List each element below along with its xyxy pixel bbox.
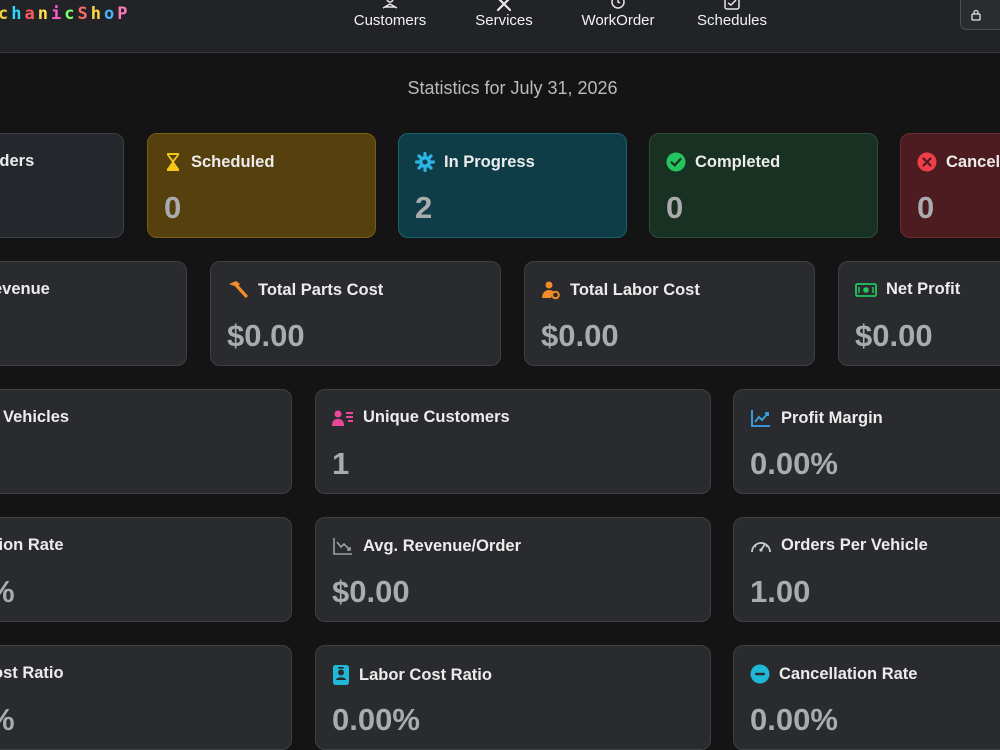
card-cancelled: Cancell 0 [900, 133, 1000, 238]
card-unique-customers: Unique Customers 1 [315, 389, 711, 494]
nav-label: WorkOrder [581, 12, 655, 29]
brand-letter: a [24, 4, 38, 24]
page-title: Statistics for July 31, 2026 [407, 78, 618, 98]
clock-icon [611, 0, 625, 9]
card-label: rders [0, 152, 35, 170]
brand-letter: c [64, 4, 78, 24]
nav-services[interactable]: Services [475, 0, 533, 53]
card-value: 0.00% [750, 702, 838, 737]
brand-letter: S [77, 4, 91, 24]
card-value: % [0, 574, 15, 610]
card-completion-rate: tion Rate % [0, 517, 292, 622]
dash-circle-icon [750, 664, 770, 684]
logout-button[interactable] [960, 0, 1000, 30]
card-label: Net Profit [886, 280, 961, 298]
card-cancellation-rate: Cancellation Rate 0.00% [733, 645, 1000, 750]
card-revenue: evenue [0, 261, 187, 366]
card-label: Vehicles [3, 408, 70, 426]
brand-letter: h [11, 4, 25, 24]
card-value: 1 [332, 446, 350, 481]
card-value: 0 [666, 190, 684, 225]
card-value: % [0, 702, 15, 738]
card-profit-margin: Profit Margin 0.00% [733, 389, 1000, 494]
card-label: ost Ratio [0, 664, 64, 682]
card-label: Scheduled [191, 152, 275, 171]
nav-label: Customers [353, 12, 427, 29]
brand-logo[interactable]: chanicShoP [0, 4, 131, 24]
card-value: 0 [917, 190, 935, 225]
card-label: Unique Customers [363, 408, 510, 426]
card-value: $0.00 [855, 318, 933, 353]
hammer-icon [229, 281, 248, 298]
navbar: chanicShoP Customers Services WorkOrder … [0, 0, 1000, 53]
hourglass-icon [167, 153, 179, 171]
card-total-parts-cost: Total Parts Cost $0.00 [210, 261, 501, 366]
card-label: Total Labor Cost [570, 280, 700, 299]
nav-label: Services [475, 12, 533, 29]
card-label: Orders Per Vehicle [781, 536, 928, 554]
trend-up-icon [751, 410, 770, 427]
card-label: Avg. Revenue/Order [363, 536, 522, 555]
card-value: 1.00 [750, 574, 811, 609]
badge-icon [333, 665, 349, 685]
card-label: tion Rate [0, 536, 64, 554]
x-circle-icon [917, 152, 937, 172]
brand-letter: o [104, 4, 118, 24]
brand-letter: h [90, 4, 104, 24]
cash-icon [855, 282, 877, 297]
brand-letter: n [37, 4, 51, 24]
brand-letter: c [0, 4, 12, 24]
trend-down-icon [333, 538, 352, 555]
card-value: $0.00 [541, 318, 619, 353]
card-scheduled: Scheduled 0 [147, 133, 376, 238]
card-label: Profit Margin [781, 408, 883, 427]
speedometer-icon [751, 541, 771, 552]
tools-icon [496, 0, 512, 12]
brand-letter: P [117, 4, 131, 24]
card-in-progress: In Progress 2 [398, 133, 627, 238]
card-avg-revenue-order: Avg. Revenue/Order $0.00 [315, 517, 711, 622]
card-vehicles: Vehicles [0, 389, 292, 494]
card-value: $0.00 [227, 318, 305, 353]
worker-icon [542, 281, 560, 300]
brand-letter: i [51, 4, 65, 24]
card-completed: Completed 0 [649, 133, 878, 238]
card-value: $0.00 [332, 574, 410, 609]
calendar-icon [724, 0, 740, 10]
card-value: 0.00% [332, 702, 420, 737]
card-net-profit: Net Profit $0.00 [838, 261, 1000, 366]
nav-workorder[interactable]: WorkOrder [580, 0, 656, 53]
card-value: 2 [415, 190, 433, 225]
check-circle-icon [666, 152, 686, 172]
card-value: 0.00% [750, 446, 838, 481]
card-total-labor-cost: Total Labor Cost $0.00 [524, 261, 815, 366]
card-orders: rders [0, 133, 124, 238]
card-label: Cancellation Rate [779, 664, 918, 683]
customers-icon [382, 0, 398, 9]
card-label: Completed [695, 152, 781, 171]
nav-customers[interactable]: Customers [352, 0, 428, 53]
card-value: 0 [164, 190, 182, 225]
person-lines-icon [332, 410, 353, 426]
card-parts-cost-ratio: ost Ratio % [0, 645, 292, 750]
nav-label: Schedules [696, 12, 768, 29]
card-label: Total Parts Cost [258, 280, 384, 299]
nav-schedules[interactable]: Schedules [697, 0, 767, 53]
lock-icon [971, 9, 981, 21]
card-label: Cancell [946, 152, 1000, 171]
card-labor-cost-ratio: Labor Cost Ratio 0.00% [315, 645, 711, 750]
card-orders-per-vehicle: Orders Per Vehicle 1.00 [733, 517, 1000, 622]
card-label: evenue [0, 280, 50, 298]
card-label: In Progress [444, 152, 535, 171]
gear-icon [415, 152, 435, 172]
card-label: Labor Cost Ratio [359, 665, 492, 684]
